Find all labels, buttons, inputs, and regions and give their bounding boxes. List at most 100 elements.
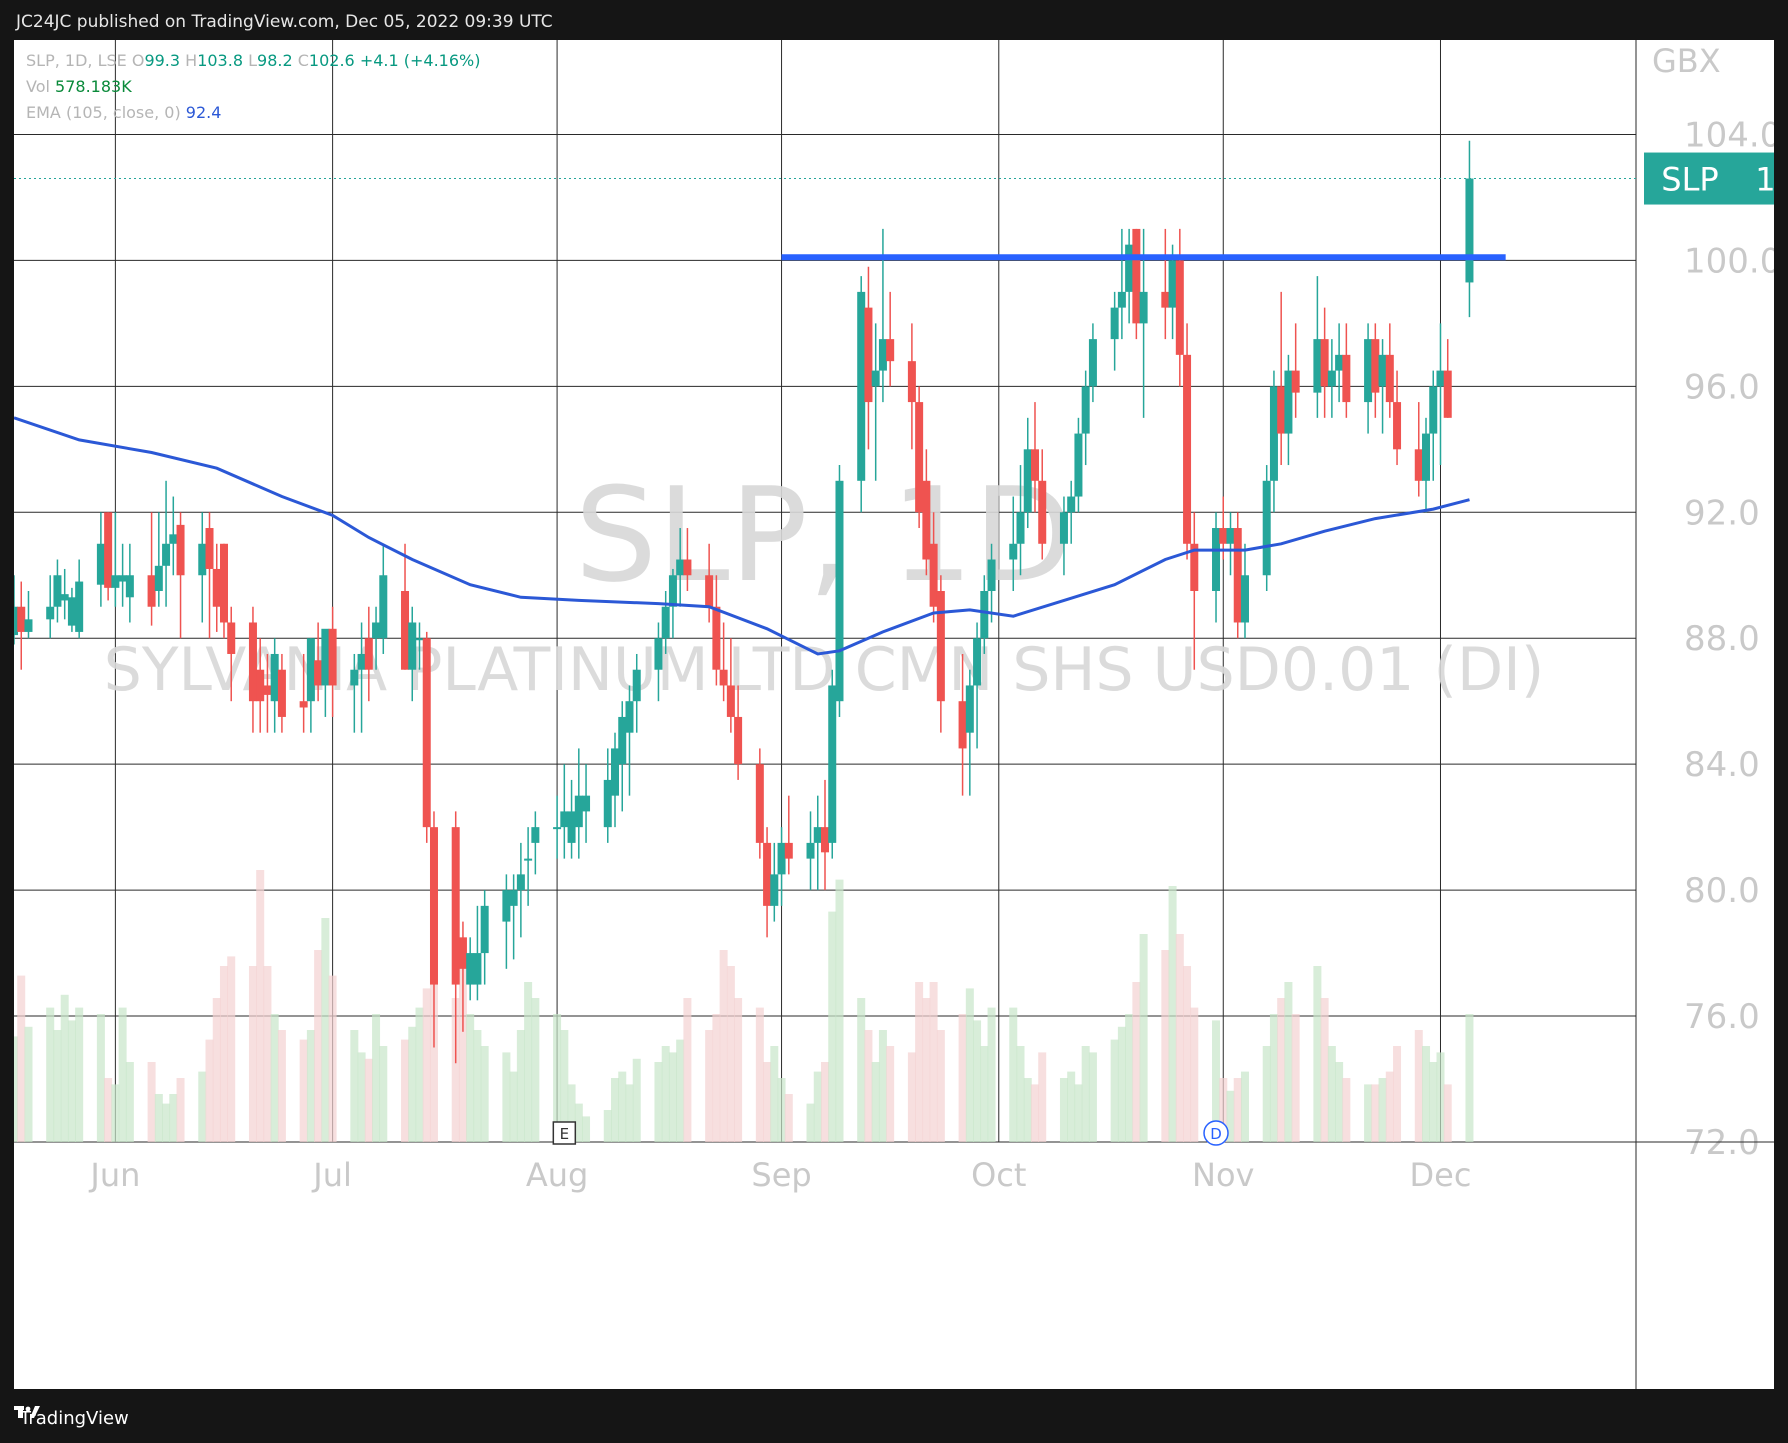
volume-bar bbox=[118, 1007, 127, 1142]
candle-body bbox=[705, 575, 714, 607]
volume-bar bbox=[1219, 1078, 1228, 1142]
candle-body bbox=[227, 622, 236, 654]
volume-bar bbox=[1030, 1084, 1039, 1142]
legend-ema-label: EMA (105, close, 0) bbox=[26, 103, 181, 122]
volume-bar bbox=[1125, 1014, 1134, 1142]
candle-body bbox=[734, 716, 743, 765]
candle-body bbox=[1291, 370, 1300, 393]
candle-body bbox=[60, 594, 69, 601]
watermark-name: SYLVANIA PLATINUM LTD CMN SHS USD0.01 (D… bbox=[104, 635, 1545, 705]
volume-bar bbox=[1212, 1020, 1221, 1142]
candle-body bbox=[169, 534, 178, 544]
tradingview-footer[interactable]: TradingView bbox=[14, 1404, 129, 1434]
candle-body bbox=[415, 638, 424, 641]
volume-bar bbox=[618, 1071, 627, 1142]
candle-body bbox=[401, 591, 410, 670]
ema-line bbox=[14, 416, 1470, 656]
volume-bar bbox=[1081, 1046, 1090, 1142]
volume-bar bbox=[415, 1007, 424, 1142]
candle-body bbox=[828, 685, 837, 843]
volume-bar bbox=[24, 1026, 33, 1142]
volume-bar bbox=[1422, 1046, 1431, 1142]
volume-bar bbox=[473, 1030, 482, 1142]
volume-bar bbox=[1414, 1030, 1423, 1142]
volume-bar bbox=[1016, 1046, 1025, 1142]
volume-bar bbox=[1429, 1062, 1438, 1142]
volume-bar bbox=[574, 1103, 583, 1142]
chart-frame[interactable]: 72.0 76.0 80.0 84.0 88.0 92.0 96.0 100.0 104.0 Ju… bbox=[14, 40, 1774, 1389]
volume-bar bbox=[1161, 950, 1170, 1142]
candle-body bbox=[813, 827, 822, 843]
candle-body bbox=[379, 575, 388, 639]
volume-bar bbox=[705, 1030, 714, 1142]
candle-body bbox=[574, 795, 583, 828]
candle-body bbox=[1378, 354, 1387, 387]
volume-bar bbox=[263, 966, 272, 1142]
volume-bar bbox=[980, 1046, 989, 1142]
candle-body bbox=[1385, 354, 1394, 403]
candle-body bbox=[929, 543, 938, 607]
candle-body bbox=[1088, 339, 1097, 387]
volume-bar bbox=[719, 950, 728, 1142]
chart-svg[interactable]: 72.0 76.0 80.0 84.0 88.0 92.0 96.0 100.0 104.0 Ju… bbox=[14, 40, 1774, 1389]
volume-bar bbox=[401, 1039, 410, 1142]
volume-bar bbox=[835, 879, 844, 1142]
x-tick-label: Jun bbox=[88, 1156, 140, 1194]
candle-body bbox=[277, 669, 286, 717]
candle-body bbox=[104, 512, 113, 588]
candle-body bbox=[1320, 339, 1329, 387]
x-tick-label: Dec bbox=[1410, 1156, 1472, 1194]
volume-bar bbox=[1067, 1071, 1076, 1142]
volume-bar bbox=[1240, 1071, 1249, 1142]
candle-body bbox=[871, 370, 880, 387]
volume-bar bbox=[777, 1078, 786, 1142]
volume-bar bbox=[1277, 998, 1286, 1142]
volume-bar bbox=[1385, 1071, 1394, 1142]
candle-body bbox=[473, 953, 482, 985]
volume-bar bbox=[205, 1039, 214, 1142]
volume-bar bbox=[683, 998, 692, 1142]
volume-bar bbox=[965, 988, 974, 1142]
volume-bar bbox=[306, 1030, 315, 1142]
candle-body bbox=[1226, 528, 1235, 544]
volume-bar bbox=[516, 1030, 525, 1142]
candle-body bbox=[668, 575, 677, 607]
volume-bar bbox=[1074, 1084, 1083, 1142]
candle-body bbox=[350, 669, 359, 686]
candle-body bbox=[560, 811, 569, 828]
x-tick-label: Oct bbox=[971, 1156, 1026, 1194]
candle-body bbox=[567, 811, 576, 843]
y-tick-label: 88.0 bbox=[1684, 619, 1760, 659]
candle-body bbox=[96, 543, 105, 585]
candle-body bbox=[75, 581, 84, 632]
volume-bar bbox=[364, 1058, 373, 1142]
volume-bar bbox=[379, 1046, 388, 1142]
volume-bar bbox=[1262, 1046, 1271, 1142]
x-tick-label: Jul bbox=[311, 1156, 352, 1194]
currency-label: GBX bbox=[1652, 42, 1721, 80]
volume-bar bbox=[422, 988, 431, 1142]
volume-bar bbox=[1364, 1084, 1373, 1142]
candle-body bbox=[524, 858, 533, 861]
volume-bar bbox=[878, 1030, 887, 1142]
candle-body bbox=[719, 669, 728, 686]
candle-body bbox=[154, 565, 163, 591]
dividend-marker-label: D bbox=[1210, 1125, 1222, 1143]
legend-ema-value: 92.4 bbox=[185, 103, 222, 122]
candle-body bbox=[1110, 307, 1119, 340]
candle-body bbox=[611, 748, 620, 796]
volume-bar bbox=[560, 1030, 569, 1142]
candle-body bbox=[1277, 386, 1286, 434]
candle-body bbox=[1429, 386, 1438, 434]
volume-bar bbox=[755, 1007, 764, 1142]
candle-body bbox=[806, 842, 815, 859]
volume-bar bbox=[1088, 1052, 1097, 1142]
volume-bar bbox=[1132, 982, 1141, 1142]
candle-body bbox=[422, 638, 431, 828]
candle-body bbox=[1016, 512, 1025, 544]
candle-body bbox=[1393, 402, 1402, 450]
volume-bar bbox=[96, 1014, 105, 1142]
candle-body bbox=[1161, 291, 1170, 308]
watermark-symbol: SLP, 1D bbox=[575, 459, 1074, 611]
volume-bar bbox=[502, 1052, 511, 1142]
